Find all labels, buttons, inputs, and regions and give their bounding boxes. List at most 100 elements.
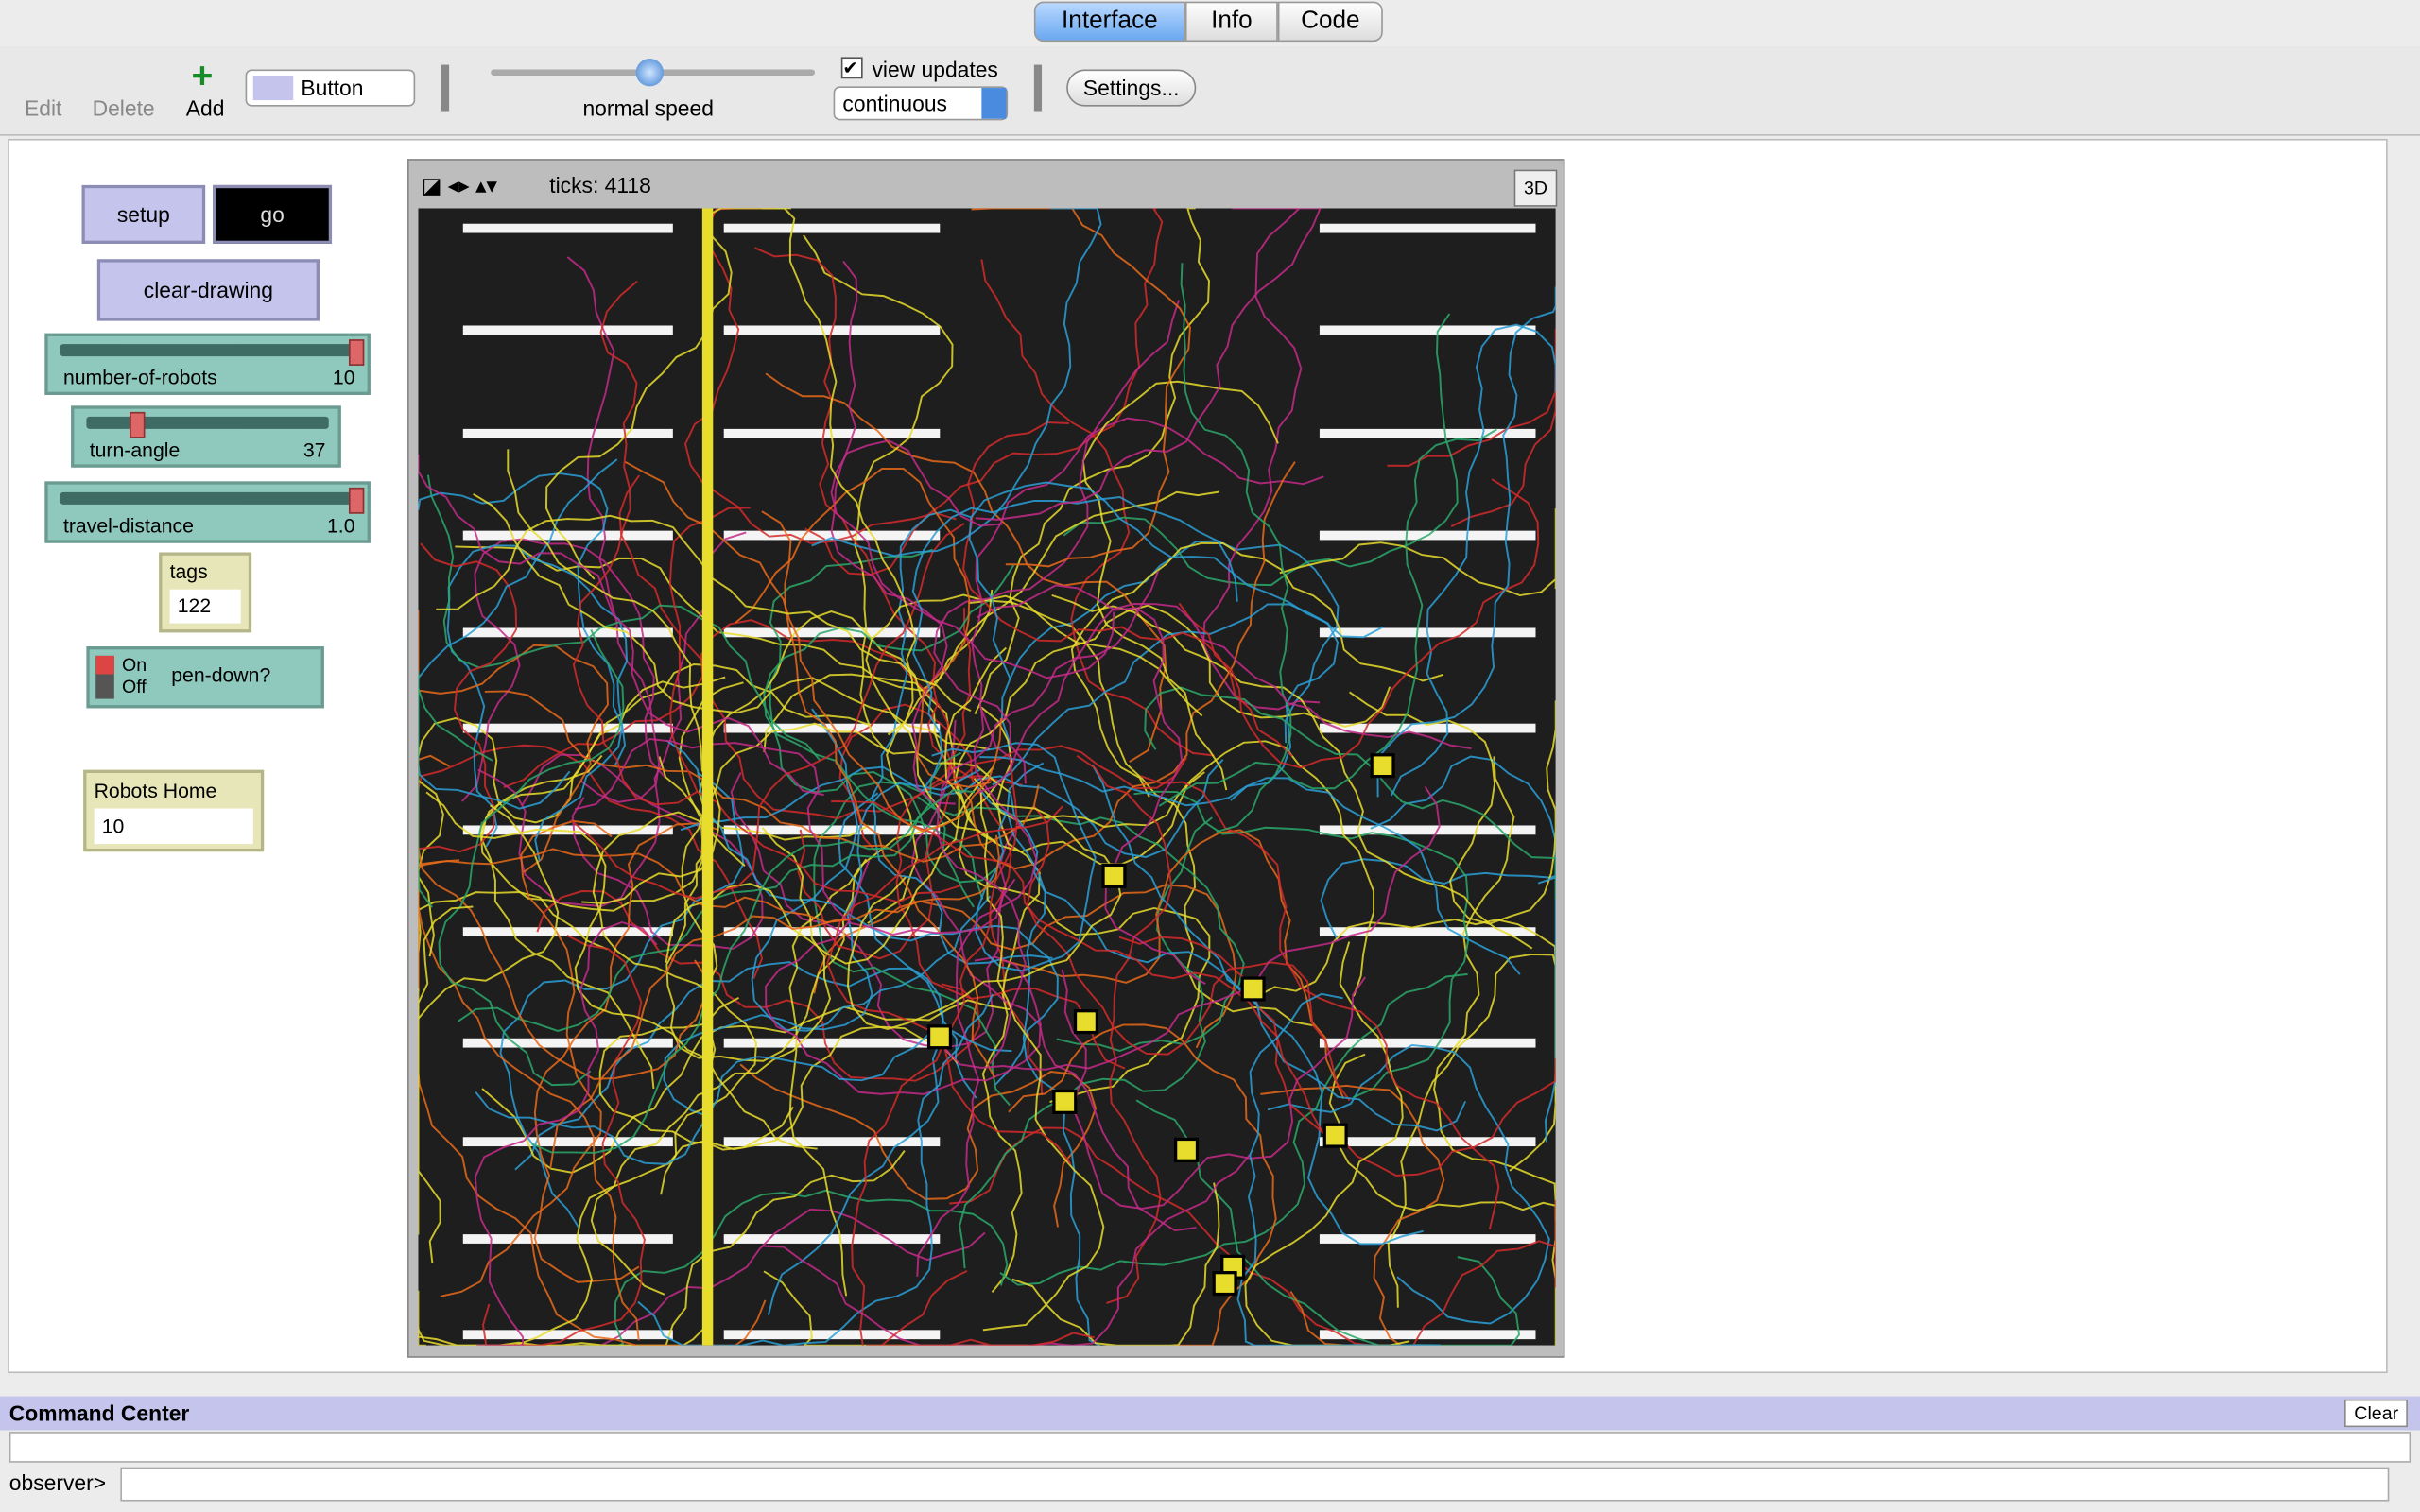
trail [1412,1199,1556,1346]
trail [503,619,993,789]
shelf [462,927,673,937]
shelf [1319,825,1536,835]
edit-button[interactable]: Edit [25,95,62,121]
shelf [462,223,673,233]
trail [1387,328,1556,527]
speed-knob[interactable] [635,59,665,87]
slider[interactable]: turn-angle 37 [71,405,341,468]
switch[interactable]: On Off pen-down? [86,646,324,709]
tab[interactable]: Code [1277,1,1383,43]
trail [418,472,624,862]
monitor: Robots Home 10 [83,769,265,852]
trail [974,208,1211,715]
trail [436,514,972,713]
trail [865,593,1203,843]
trail [769,548,999,884]
command-center-title: Command Center [9,1400,190,1426]
trail [931,742,1097,972]
trail [570,523,965,900]
trail [1178,478,1540,769]
dropdown-label: Button [301,75,364,101]
shelf [462,428,673,438]
view-controls[interactable]: ◪ ◂▸ ▴▾ [421,172,497,198]
slider[interactable]: number-of-robots 10 [44,333,371,395]
trail [1081,380,1279,791]
shelf [723,825,941,835]
trail [730,772,1019,1049]
clear-button[interactable]: Clear [2344,1399,2408,1428]
trail [975,208,1322,521]
trail [1387,953,1556,1308]
trail [1320,755,1556,941]
setup-button[interactable]: setup [81,184,206,244]
trail [1000,540,1340,762]
3d-button[interactable]: 3D [1513,169,1558,207]
shelf [462,627,673,638]
trail [804,208,1164,576]
trail [943,785,1441,1071]
trail [531,789,976,1154]
trail [975,603,1472,795]
trail [511,1150,906,1346]
trail [933,300,1180,784]
trail [446,544,629,848]
trail [979,792,1105,1332]
settings-button[interactable]: Settings... [1066,69,1197,107]
delete-button[interactable]: Delete [92,95,155,121]
shelf [462,1038,673,1048]
trail [1279,507,1556,597]
slider-knob[interactable] [130,411,146,438]
switch-name: pen-down? [171,663,271,687]
trail [1144,686,1556,900]
trail [479,681,744,912]
trail [514,961,977,1171]
robot [1073,1009,1099,1035]
trail [544,208,791,580]
shelf [462,530,673,541]
trail [438,629,625,1087]
trail [536,890,981,1082]
shelf [1319,1137,1536,1147]
tab[interactable]: Info [1184,1,1278,43]
tab[interactable]: Interface [1033,1,1185,43]
slider[interactable]: travel-distance 1.0 [44,481,371,543]
checkbox[interactable]: ✔ [840,57,863,79]
trail [739,1063,1098,1228]
slider-track [60,491,358,505]
trail [566,256,661,803]
trail [958,780,1211,1103]
widget-dropdown[interactable]: Button [245,69,416,107]
shelf [462,325,673,335]
trail [851,757,1018,1346]
slider-knob[interactable] [348,339,365,366]
shelf [1319,927,1536,937]
trail [507,449,721,904]
slider-knob[interactable] [348,487,365,514]
trail [1051,593,1533,950]
trail [867,490,1220,924]
checkbox-label: view updates [872,57,998,82]
trail [949,1126,1409,1346]
trail [971,208,1191,568]
clear-drawing-button[interactable]: clear-drawing [96,259,320,321]
go-button[interactable]: go [213,184,333,244]
switch-off: Off [121,676,147,697]
update-mode-select[interactable]: continuous [833,86,1009,121]
add-button[interactable]: Add [185,95,225,121]
trail [1133,790,1470,1099]
trail [953,604,1392,823]
monitor-name: Robots Home [94,779,217,802]
trail [481,999,1011,1174]
trail [574,738,1016,936]
select-arrow [981,88,1007,119]
shelf [462,1330,673,1340]
trail [418,754,708,1080]
command-input[interactable] [120,1467,2390,1502]
ticks-label: ticks: 4118 [549,172,651,198]
trail [826,805,1072,1165]
yellow-line [701,208,714,1346]
trail [797,745,1188,960]
monitor-name: tags [169,559,208,584]
trail [765,372,1167,763]
slider-name: travel-distance [62,513,194,538]
